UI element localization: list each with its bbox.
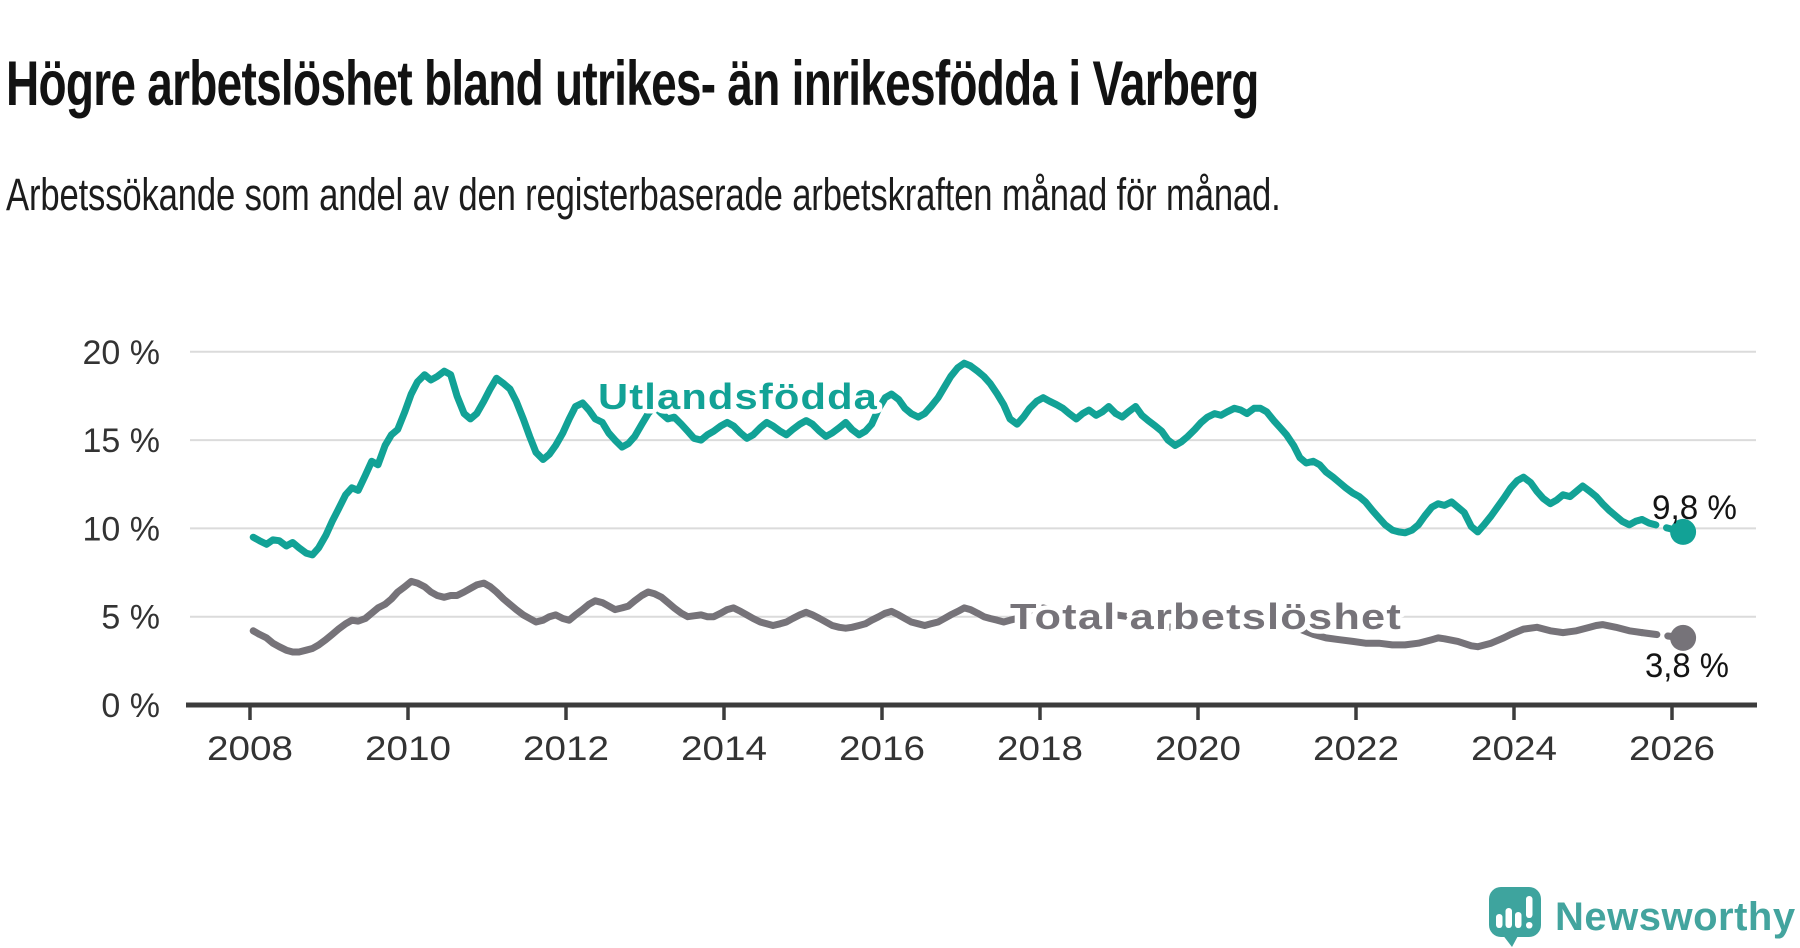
chart-render-layer: 0 % 5 % 10 % 15 % 20 % 2008 2010 2012 2014 2016 20… (83, 334, 1757, 768)
series-label-utlandsfodda: Utlandsfödda (598, 376, 878, 417)
x-tick-label-2016: 2016 (839, 730, 925, 768)
x-tick-label-2022: 2022 (1313, 730, 1399, 768)
x-tick-label-2008: 2008 (207, 730, 293, 768)
chart-label-layer: Utlandsfödda Total arbetslöshet 9,8 % 3,… (594, 372, 1738, 686)
y-tick-label-15: 15 % (83, 422, 161, 460)
end-dot-total (1670, 624, 1697, 651)
newsworthy-brand-name: Newsworthy (1555, 895, 1796, 939)
end-value-label-utlandsfodda: 9,8 % (1652, 489, 1737, 527)
x-tick-label-2026: 2026 (1629, 730, 1715, 768)
y-tick-label-5: 5 % (101, 599, 160, 637)
page-title: Högre arbetslöshet bland utrikes- än inr… (6, 49, 1259, 120)
end-dot-utlandsfodda (1670, 518, 1697, 545)
x-tick-label-2010: 2010 (365, 730, 451, 768)
chart-subtitle: Arbetssökande som andel av den registerb… (6, 169, 1281, 220)
y-tick-label-10: 10 % (83, 510, 161, 548)
newsworthy-watermark: Newsworthy (1488, 886, 1796, 948)
series-label-total-arbetsloshet: Total arbetslöshet (1010, 596, 1402, 637)
series-line-utlandsfodda (249, 359, 1646, 559)
y-tick-label-0: 0 % (101, 687, 160, 725)
end-value-label-total: 3,8 % (1645, 647, 1729, 685)
series-line-total (249, 577, 1646, 656)
y-tick-label-20: 20 % (83, 334, 161, 372)
x-tick-label-2014: 2014 (681, 730, 767, 768)
x-tick-label-2024: 2024 (1471, 730, 1557, 768)
x-tick-label-2012: 2012 (523, 730, 609, 768)
x-tick-label-2018: 2018 (997, 730, 1083, 768)
x-tick-label-2020: 2020 (1155, 730, 1241, 768)
newsworthy-speech-bubble-bars-icon (1489, 887, 1541, 947)
